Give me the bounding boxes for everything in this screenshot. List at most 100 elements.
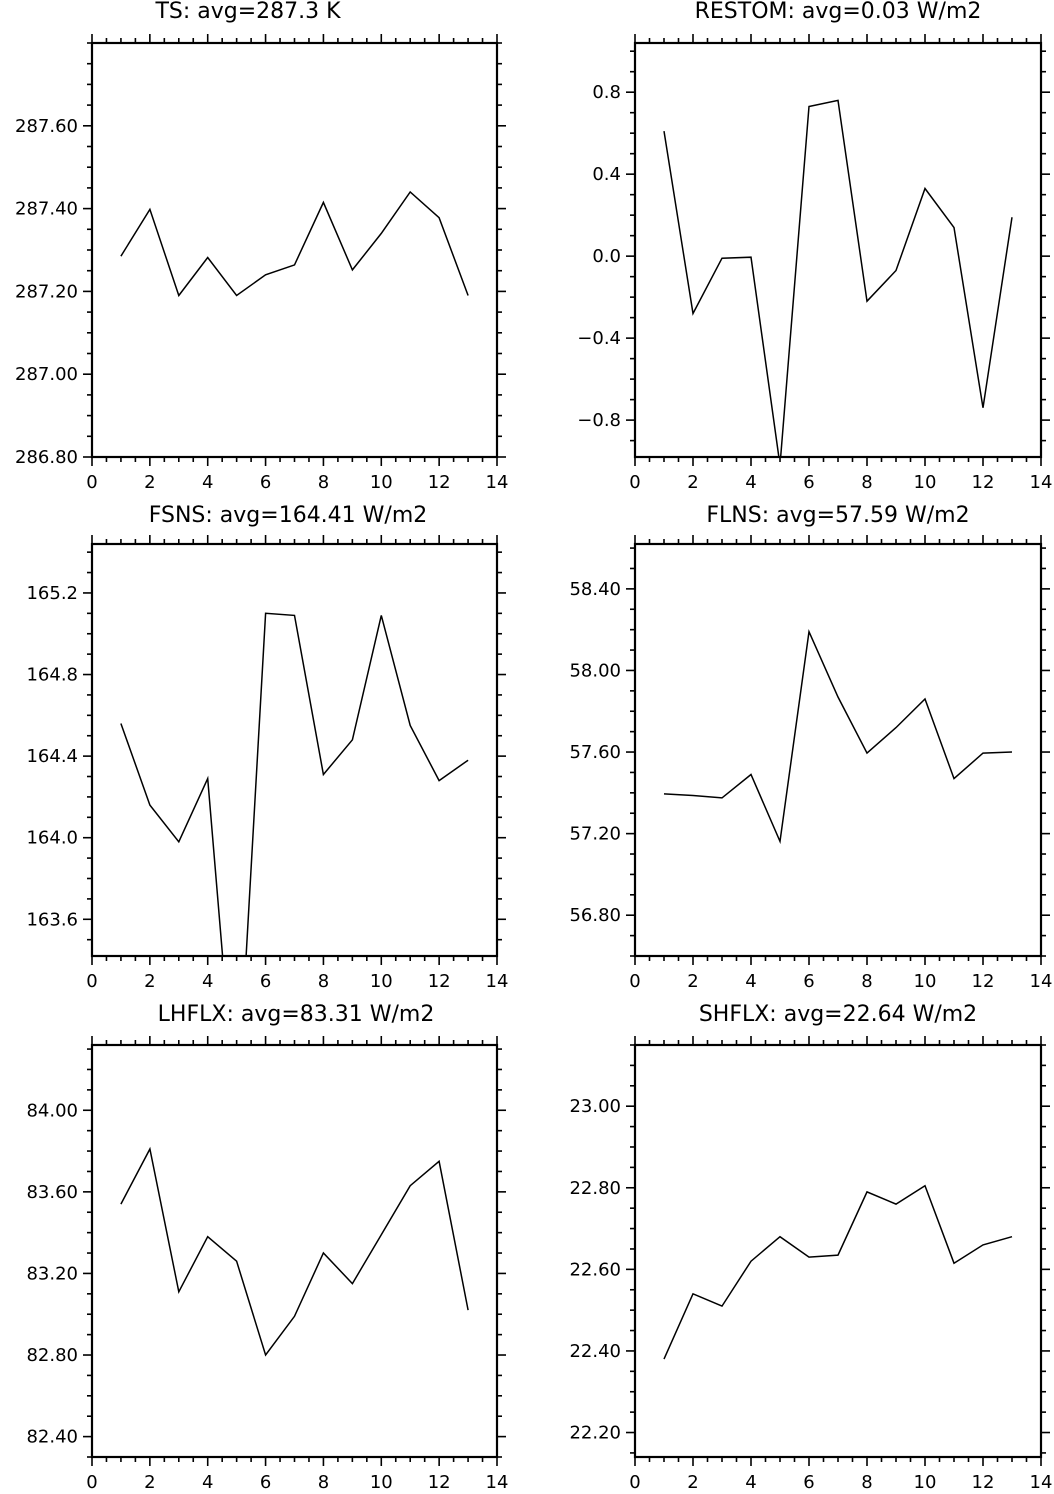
series-line [120,190,469,298]
x-tick-label: 6 [260,472,271,493]
x-tick-label: 10 [914,472,937,493]
x-tick-label: 8 [861,472,872,493]
x-tick-label: 2 [144,971,155,992]
x-tick-label: 12 [428,1472,451,1493]
y-tick-label: 56.80 [569,905,621,926]
x-tick-label: 10 [370,472,393,493]
x-tick-label: 12 [972,1472,995,1493]
x-tick-label: 6 [260,1472,271,1493]
y-tick-label: 164.4 [26,746,78,767]
x-tick-label: 4 [202,971,213,992]
y-tick-label: 82.80 [26,1345,78,1366]
x-tick-label: 4 [745,971,756,992]
y-tick-label: 287.60 [15,116,78,137]
x-tick-label: 4 [202,472,213,493]
y-tick-label: 164.8 [26,665,78,686]
x-tick-label: 4 [202,1472,213,1493]
chart-panel-2: RESTOM: avg=0.03 W/m2 0 2 4 6 8 10 12 14 −0.8 −0.4… [577,0,1052,493]
y-tick-label: 58.00 [569,660,621,681]
chart-title: SHFLX: avg=22.64 W/m2 [699,1002,977,1027]
y-tick-label: 22.60 [569,1259,621,1280]
chart-title: RESTOM: avg=0.03 W/m2 [695,0,982,24]
chart-title: TS: avg=287.3 K [154,0,341,24]
x-tick-label: 14 [486,472,509,493]
series-line [120,612,469,956]
x-tick-label: 0 [629,472,640,493]
x-tick-label: 10 [370,971,393,992]
chart-title: FLNS: avg=57.59 W/m2 [706,503,969,528]
chart-title: LHFLX: avg=83.31 W/m2 [158,1002,435,1027]
y-tick-label: 82.40 [26,1427,78,1448]
plot-frame [90,41,499,459]
x-tick-label: 4 [745,472,756,493]
y-tick-label: 286.80 [15,447,78,468]
x-tick-label: 10 [914,1472,937,1493]
plot-frame [90,542,499,958]
x-tick-label: 2 [687,1472,698,1493]
chart-panel-4: FLNS: avg=57.59 W/m2 0 2 4 6 8 10 12 14 56.80 57.2… [569,503,1052,992]
y-tick-label: −0.8 [577,410,621,431]
y-tick-label: 58.40 [569,579,621,600]
y-tick-label: 23.00 [569,1096,621,1117]
x-tick-label: 8 [318,971,329,992]
plot-frame [90,1043,499,1459]
x-tick-label: 4 [745,1472,756,1493]
y-tick-label: 22.20 [569,1423,621,1444]
y-tick-label: 57.20 [569,824,621,845]
x-tick-label: 0 [86,472,97,493]
y-tick-label: 83.20 [26,1263,78,1284]
chart-panel-6: SHFLX: avg=22.64 W/m2 0 2 4 6 8 10 12 14 22.20 22.… [569,1002,1052,1493]
chart-panel-1: TS: avg=287.3 K 0 2 4 6 8 10 12 14 286.80 287.00 28… [15,0,508,493]
y-tick-label: 0.4 [592,164,621,185]
chart-panel-3: FSNS: avg=164.41 W/m2 0 2 4 6 8 10 12 14 163.6 164… [26,503,509,992]
y-tick-label: 0.0 [592,246,621,267]
x-tick-label: 12 [428,971,451,992]
y-tick-label: 57.60 [569,742,621,763]
y-tick-label: −0.4 [577,328,621,349]
y-tick-label: 287.00 [15,364,78,385]
x-tick-label: 2 [687,971,698,992]
x-tick-label: 10 [370,1472,393,1493]
y-tick-label: 83.60 [26,1182,78,1203]
y-tick-label: 287.20 [15,281,78,302]
y-tick-label: 0.8 [592,82,621,103]
series-line [663,628,1013,845]
x-tick-label: 10 [914,971,937,992]
series-line [663,99,1013,457]
x-tick-label: 8 [861,1472,872,1493]
x-tick-label: 6 [803,1472,814,1493]
x-tick-label: 12 [428,472,451,493]
x-tick-label: 14 [1030,472,1053,493]
y-tick-label: 84.00 [26,1100,78,1121]
x-tick-label: 6 [260,971,271,992]
x-tick-label: 14 [1030,971,1053,992]
plot-frame [633,542,1043,958]
x-tick-label: 8 [318,1472,329,1493]
chart-title: FSNS: avg=164.41 W/m2 [149,503,428,528]
y-tick-label: 164.0 [26,828,78,849]
x-tick-label: 14 [486,971,509,992]
chart-panel-5: LHFLX: avg=83.31 W/m2 0 2 4 6 8 10 12 14 82.40 82.… [26,1002,508,1493]
x-tick-label: 2 [687,472,698,493]
x-tick-label: 0 [86,1472,97,1493]
x-tick-label: 0 [86,971,97,992]
x-tick-label: 0 [629,971,640,992]
x-tick-label: 6 [803,472,814,493]
y-tick-label: 165.2 [26,583,78,604]
x-tick-label: 12 [972,971,995,992]
x-tick-label: 8 [861,971,872,992]
y-tick-label: 287.40 [15,199,78,220]
x-tick-label: 14 [1030,1472,1053,1493]
plot-frame [633,1043,1043,1459]
y-tick-label: 163.6 [26,909,78,930]
x-tick-label: 14 [486,1472,509,1493]
x-tick-label: 2 [144,472,155,493]
x-tick-label: 6 [803,971,814,992]
x-tick-label: 12 [972,472,995,493]
x-tick-label: 2 [144,1472,155,1493]
y-tick-label: 22.80 [569,1178,621,1199]
series-line [120,1146,469,1357]
series-line [663,1184,1013,1360]
x-tick-label: 8 [318,472,329,493]
